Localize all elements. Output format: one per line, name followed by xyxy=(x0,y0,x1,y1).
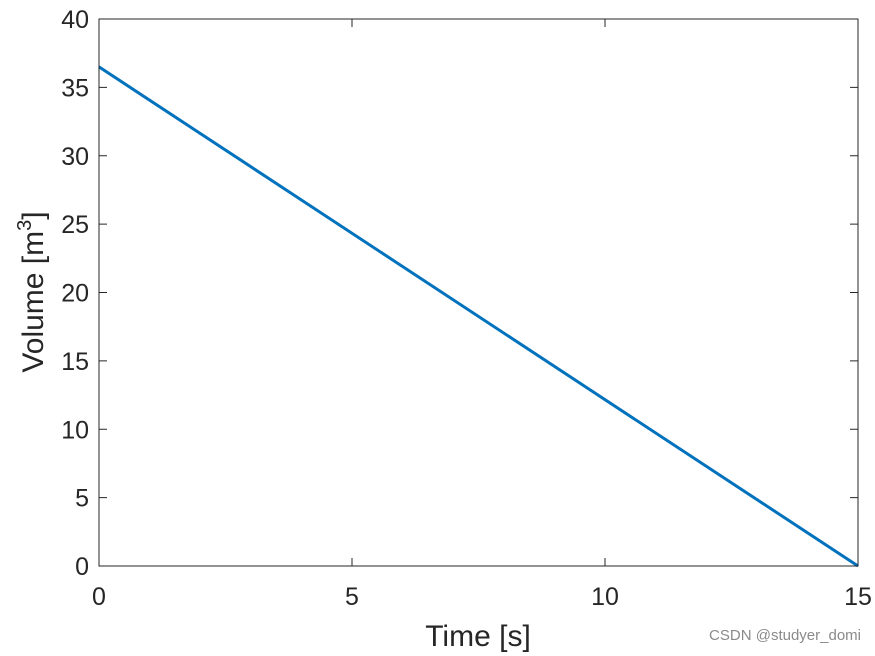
y-axis-label-superscript: 3 xyxy=(14,220,36,231)
y-tick-label: 25 xyxy=(61,211,89,239)
y-tick-label: 15 xyxy=(61,348,89,376)
series-line xyxy=(98,65,859,568)
x-tick-label: 15 xyxy=(844,583,872,611)
y-tick-labels: 0 5 10 15 20 25 30 35 40 xyxy=(61,6,89,581)
x-tick-label: 5 xyxy=(345,583,359,611)
y-tick-label: 40 xyxy=(61,6,89,34)
x-tick-label: 0 xyxy=(92,583,106,611)
x-tick-label: 10 xyxy=(591,583,619,611)
y-axis-label-main: Volume [m xyxy=(17,231,50,373)
y-axis-label-suffix: ] xyxy=(17,211,50,219)
watermark-text: CSDN @studyer_domi xyxy=(709,627,861,644)
y-axis-label: Volume [m3] xyxy=(14,211,50,372)
y-tick-label: 35 xyxy=(61,74,89,102)
x-axis-label: Time [s] xyxy=(425,620,531,653)
y-tick-label: 5 xyxy=(75,485,89,513)
x-tick-labels: 0 5 10 15 xyxy=(92,583,872,611)
y-tick-label: 0 xyxy=(75,553,89,581)
y-tick-label: 20 xyxy=(61,280,89,308)
y-tick-label: 30 xyxy=(61,143,89,171)
plot-frame xyxy=(98,18,859,567)
series-layer xyxy=(98,65,859,568)
y-tick-label: 10 xyxy=(61,416,89,444)
plot-area xyxy=(99,19,858,566)
